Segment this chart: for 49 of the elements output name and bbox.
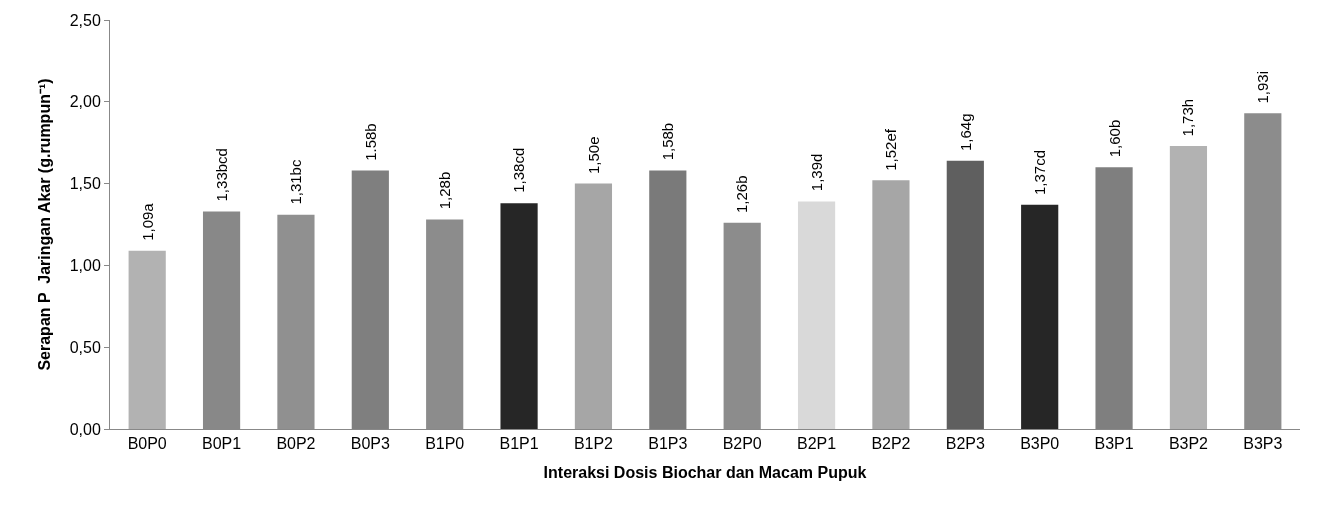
bar bbox=[872, 180, 910, 429]
data-label: 1,39d bbox=[807, 153, 825, 192]
x-tick-label: B3P2 bbox=[1168, 435, 1209, 453]
x-tick-label: B3P0 bbox=[1020, 435, 1060, 453]
bar bbox=[1021, 204, 1059, 429]
y-tick-label: 1,50 bbox=[69, 175, 101, 193]
x-tick-label: B0P3 bbox=[350, 435, 390, 453]
x-tick-label: B0P0 bbox=[127, 435, 167, 453]
data-label: 1,37cd bbox=[1031, 150, 1049, 196]
data-label: 1,50e bbox=[584, 136, 602, 175]
y-tick-label: 2,50 bbox=[69, 11, 101, 29]
data-label: 1.58b bbox=[361, 123, 379, 161]
x-tick-label: B0P1 bbox=[201, 435, 242, 453]
x-tick-label: B2P1 bbox=[796, 435, 837, 453]
x-tick-label: B0P2 bbox=[276, 435, 316, 453]
bar bbox=[946, 160, 984, 429]
data-label: 1,33bcd bbox=[212, 148, 230, 202]
x-tick-label: B2P2 bbox=[871, 435, 911, 453]
data-label: 1,52ef bbox=[882, 128, 900, 171]
data-label: 1,93i bbox=[1254, 71, 1272, 104]
data-label: 1,60b bbox=[1105, 119, 1123, 158]
data-label: 1,73h bbox=[1179, 98, 1197, 137]
bar bbox=[649, 170, 687, 429]
x-tick-label: B2P0 bbox=[722, 435, 762, 453]
y-tick-label: 1,00 bbox=[69, 257, 101, 274]
y-tick-label: 0,50 bbox=[69, 338, 101, 356]
y-tick-label: 2,00 bbox=[69, 93, 101, 111]
bar bbox=[128, 250, 166, 429]
data-label: 1,64g bbox=[956, 113, 974, 152]
x-tick-label: B1P3 bbox=[648, 435, 688, 453]
data-label: 1,38cd bbox=[510, 147, 528, 193]
x-axis-title: Interaksi Dosis Biochar dan Macam Pupuk bbox=[543, 463, 867, 481]
bar bbox=[500, 203, 538, 429]
y-axis-title: Serapan P Jaringan Akar (g.rumpun⁻¹) bbox=[35, 78, 53, 371]
y-tick-label: 0,00 bbox=[69, 420, 101, 438]
bar bbox=[797, 201, 836, 429]
x-tick-label: B1P1 bbox=[499, 435, 539, 453]
data-label: 1,58b bbox=[659, 122, 677, 161]
data-label: 1,31bc bbox=[287, 159, 305, 205]
bar bbox=[1169, 145, 1208, 429]
x-tick-label: B1P2 bbox=[573, 435, 614, 453]
data-label: 1,09a bbox=[138, 202, 156, 241]
x-tick-label: B1P0 bbox=[425, 435, 465, 453]
bar bbox=[574, 183, 613, 429]
x-tick-label: B3P3 bbox=[1243, 435, 1283, 453]
data-label: 1,26b bbox=[733, 175, 751, 214]
x-tick-label: B3P1 bbox=[1094, 435, 1134, 453]
data-label: 1,28b bbox=[436, 171, 454, 210]
x-tick-label: B2P3 bbox=[945, 435, 985, 453]
